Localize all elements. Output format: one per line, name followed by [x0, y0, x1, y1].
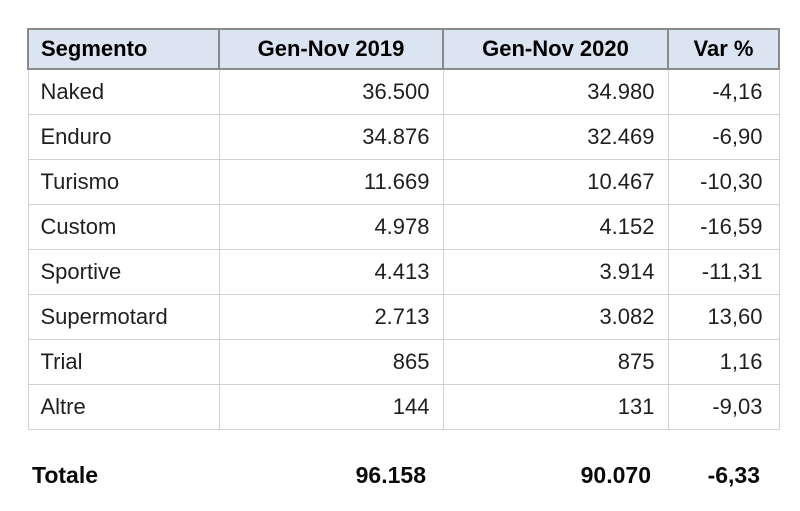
- value-2020-cell: 4.152: [442, 203, 669, 250]
- segments-table: Segmento Gen-Nov 2019 Gen-Nov 2020 Var %…: [27, 28, 780, 490]
- total-2020-cell: 90.070: [580, 461, 651, 488]
- segment-cell: Enduro: [27, 113, 220, 160]
- total-2019-cell: 96.158: [355, 461, 426, 488]
- value-2020-cell: 32.469: [442, 113, 669, 160]
- segment-cell: Custom: [27, 203, 220, 250]
- value-2019-cell: 11.669: [218, 158, 444, 205]
- segment-cell: Altre: [27, 383, 220, 430]
- table-row: Supermotard 2.713 3.082 13,60: [27, 293, 780, 340]
- value-2020-cell: 131: [442, 383, 669, 430]
- value-2020-cell: 3.082: [442, 293, 669, 340]
- segment-cell: Supermotard: [27, 293, 220, 340]
- var-percent-cell: -16,59: [667, 203, 780, 250]
- value-2019-cell: 4.978: [218, 203, 444, 250]
- value-2020-cell: 10.467: [442, 158, 669, 205]
- total-var-percent-cell: -6,33: [707, 461, 760, 488]
- table-container: Segmento Gen-Nov 2019 Gen-Nov 2020 Var %…: [27, 28, 780, 490]
- value-2019-cell: 865: [218, 338, 444, 385]
- segment-cell: Trial: [27, 338, 220, 385]
- value-2020-cell: 875: [442, 338, 669, 385]
- segment-cell: Sportive: [27, 248, 220, 295]
- value-2019-cell: 36.500: [218, 68, 444, 115]
- column-header-gen-nov-2020: Gen-Nov 2020: [442, 28, 669, 70]
- table-row: Altre 144 131 -9,03: [27, 383, 780, 430]
- segment-cell: Naked: [27, 68, 220, 115]
- var-percent-cell: -10,30: [667, 158, 780, 205]
- table-row: Sportive 4.413 3.914 -11,31: [27, 248, 780, 295]
- value-2019-cell: 2.713: [218, 293, 444, 340]
- value-2019-cell: 4.413: [218, 248, 444, 295]
- var-percent-cell: -11,31: [667, 248, 780, 295]
- column-header-gen-nov-2019: Gen-Nov 2019: [218, 28, 444, 70]
- total-row: Totale 96.158 90.070 -6,33: [28, 429, 779, 490]
- column-header-var-percent: Var %: [667, 28, 780, 70]
- header-row: Segmento Gen-Nov 2019 Gen-Nov 2020 Var %: [27, 28, 780, 70]
- value-2019-cell: 34.876: [218, 113, 444, 160]
- table-row: Naked 36.500 34.980 -4,16: [27, 68, 780, 115]
- var-percent-cell: -9,03: [667, 383, 780, 430]
- table-row: Turismo 11.669 10.467 -10,30: [27, 158, 780, 205]
- table-row: Custom 4.978 4.152 -16,59: [27, 203, 780, 250]
- table-row: Enduro 34.876 32.469 -6,90: [27, 113, 780, 160]
- var-percent-cell: 13,60: [667, 293, 780, 340]
- segment-cell: Turismo: [27, 158, 220, 205]
- column-header-segmento: Segmento: [27, 28, 220, 70]
- table-row: Trial 865 875 1,16: [27, 338, 780, 385]
- var-percent-cell: 1,16: [667, 338, 780, 385]
- total-label-cell: Totale: [32, 461, 99, 488]
- var-percent-cell: -6,90: [667, 113, 780, 160]
- value-2019-cell: 144: [218, 383, 444, 430]
- var-percent-cell: -4,16: [667, 68, 780, 115]
- value-2020-cell: 3.914: [442, 248, 669, 295]
- value-2020-cell: 34.980: [442, 68, 669, 115]
